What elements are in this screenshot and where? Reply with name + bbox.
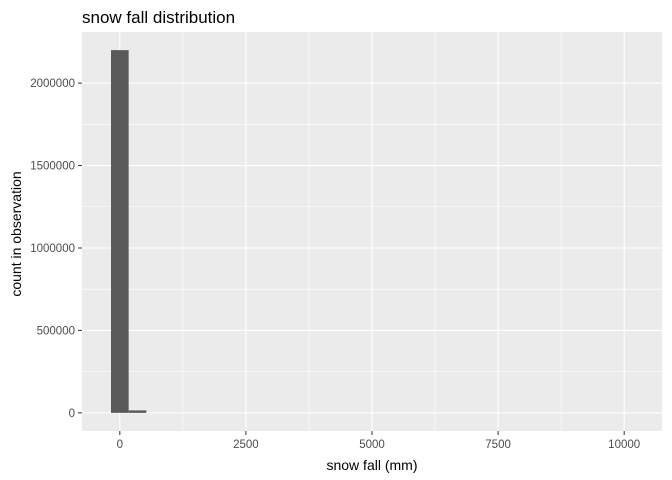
x-tick-label: 2500 xyxy=(233,439,259,451)
x-tick-label: 0 xyxy=(117,439,123,451)
y-axis: 0 500000 1000000 1500000 2000000 xyxy=(30,78,82,420)
histogram-bar xyxy=(128,410,147,413)
y-tick-label: 2000000 xyxy=(30,78,75,90)
y-tick-label: 500000 xyxy=(37,325,75,337)
x-tick-label: 10000 xyxy=(608,439,640,451)
x-axis-title: snow fall (mm) xyxy=(326,457,417,473)
histogram-bar xyxy=(111,50,129,413)
histogram-bars xyxy=(111,50,147,413)
x-tick-label: 7500 xyxy=(485,439,511,451)
y-tick-label: 1000000 xyxy=(30,243,75,255)
y-tick-label: 0 xyxy=(69,408,75,420)
chart-title: snow fall distribution xyxy=(82,8,235,27)
x-axis: 0 2500 5000 7500 10000 xyxy=(117,431,640,451)
y-tick-label: 1500000 xyxy=(30,161,75,173)
y-axis-title: count in observation xyxy=(8,171,24,296)
x-tick-label: 5000 xyxy=(359,439,385,451)
